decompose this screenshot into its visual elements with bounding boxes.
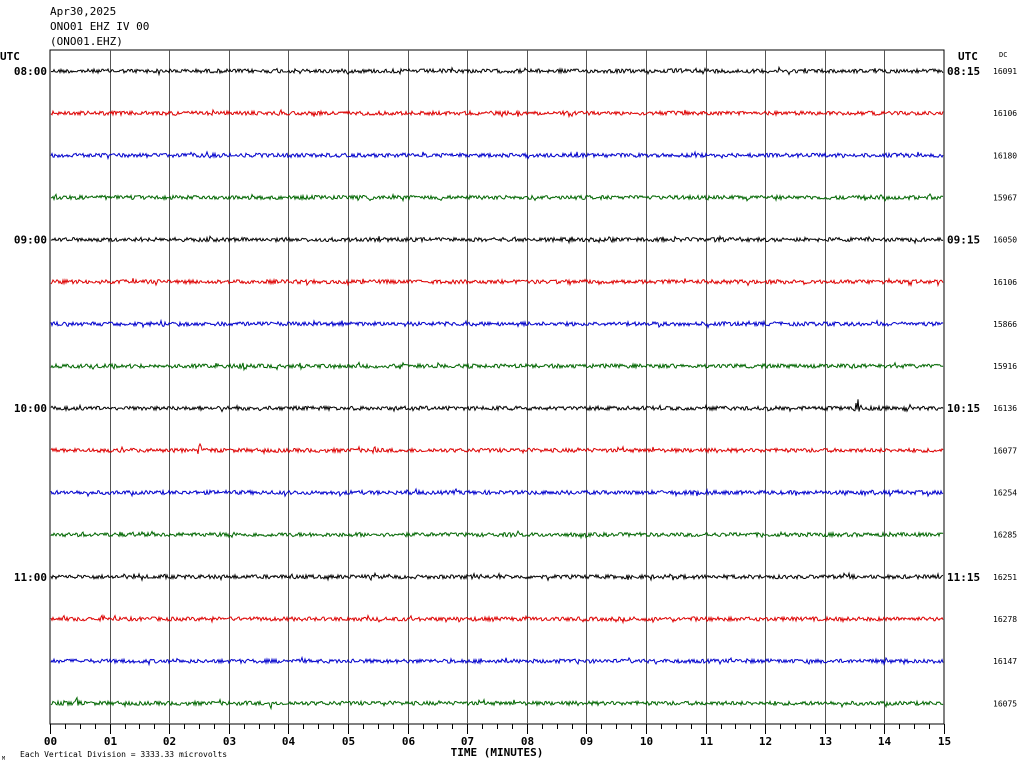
chart-grid [49, 49, 945, 734]
seismic-trace-13 [50, 571, 944, 582]
x-tick-label: 00 [44, 735, 57, 748]
seismic-trace-1 [50, 65, 944, 77]
dc-value: 16106 [993, 278, 1017, 287]
header-channel: (ONO01.EHZ) [50, 35, 123, 48]
x-tick-label: 13 [819, 735, 832, 748]
dc-value: 16050 [993, 236, 1017, 245]
dc-value: 16077 [993, 446, 1017, 455]
seismic-trace-15 [50, 655, 944, 667]
x-tick-label: 11 [700, 735, 714, 748]
seismic-trace-4 [50, 192, 944, 203]
x-tick-label: 07 [461, 735, 474, 748]
dc-value: 16251 [993, 573, 1017, 582]
seismic-trace-14 [50, 613, 944, 625]
chart-traces [50, 65, 944, 711]
seismic-trace-7 [50, 318, 944, 329]
x-tick-label: 10 [640, 735, 653, 748]
dc-value: 16106 [993, 109, 1017, 118]
seismic-trace-3 [50, 150, 944, 161]
x-tick-label: 14 [878, 735, 892, 748]
dc-value: 16075 [993, 699, 1017, 708]
right-time-label: 09:15 [947, 234, 980, 247]
chart-labels: 00 01 02 03 04 05 06 07 08 09 10 11 12 13 14 15 08:00 08:… [14, 65, 1017, 748]
dc-value: 15967 [993, 193, 1017, 202]
seismic-trace-9 [50, 399, 944, 413]
seismic-trace-5 [50, 234, 944, 245]
plot-border [49, 49, 945, 725]
x-tick-label: 15 [938, 735, 951, 748]
dc-value: 15916 [993, 362, 1017, 371]
header-station: ONO01 EHZ IV 00 [50, 20, 150, 33]
x-tick-label: 04 [282, 735, 296, 748]
footer-note: Each Vertical Division = 3333.33 microvo… [20, 750, 227, 759]
header-date: Apr30,2025 [50, 5, 117, 18]
seismic-trace-2 [50, 108, 944, 119]
left-time-label: 09:00 [14, 234, 47, 247]
seismic-trace-12 [50, 529, 944, 540]
x-tick-label: 02 [163, 735, 176, 748]
seismic-trace-8 [50, 361, 944, 372]
seismic-trace-10 [50, 442, 944, 456]
seismic-trace-6 [50, 277, 944, 288]
dc-value: 16147 [993, 657, 1017, 666]
seismic-trace-16 [50, 696, 944, 711]
left-axis-label: UTC [0, 50, 20, 63]
dc-value: 16180 [993, 151, 1017, 160]
dc-value: 15866 [993, 320, 1017, 329]
dc-label: DC [999, 51, 1007, 59]
x-tick-label: 08 [521, 735, 534, 748]
x-tick-label: 06 [402, 735, 416, 748]
x-tick-label: 05 [342, 735, 355, 748]
dc-value: 16136 [993, 404, 1017, 413]
right-time-label: 10:15 [947, 402, 980, 415]
left-time-label: 11:00 [14, 571, 47, 584]
left-time-label: 08:00 [14, 65, 47, 78]
seismic-trace-11 [50, 487, 944, 498]
left-time-label: 10:00 [14, 402, 47, 415]
dc-value: 16278 [993, 615, 1017, 624]
dc-value: 16285 [993, 531, 1017, 540]
right-axis-label: UTC [958, 50, 978, 63]
x-tick-label: 12 [759, 735, 772, 748]
x-tick-label: 03 [223, 735, 236, 748]
dc-value: 16091 [993, 67, 1017, 76]
corner-mark: M [2, 756, 5, 762]
right-time-label: 11:15 [947, 571, 980, 584]
x-tick-label: 09 [580, 735, 593, 748]
x-axis-title: TIME (MINUTES) [451, 746, 544, 759]
right-time-label: 08:15 [947, 65, 980, 78]
x-tick-label: 01 [104, 735, 118, 748]
dc-value: 16254 [993, 489, 1017, 498]
